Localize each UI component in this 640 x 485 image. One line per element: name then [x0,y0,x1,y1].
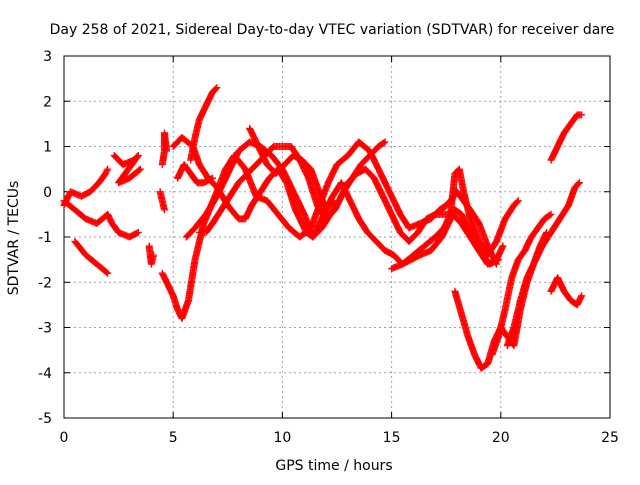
data-point [578,292,586,300]
data-point [213,84,221,92]
series-sat-k [182,138,507,268]
data-point [102,168,110,176]
data-point [514,197,522,205]
data-point [329,197,337,205]
y-tick-label: -1 [38,230,52,246]
data-point [492,260,500,268]
series-sat-l [187,84,221,164]
data-point [103,268,111,276]
data-point [101,170,109,178]
y-tick-label: 2 [43,94,52,110]
data-point [136,165,144,173]
series-sat-t [547,274,586,309]
x-tick-label: 5 [169,430,178,446]
data-point [547,210,555,218]
data-point [104,269,112,277]
series-sat-s [503,228,551,350]
series-sat-p [438,188,500,268]
points-layer [60,84,586,372]
data-point [209,174,217,182]
ticks-layer: 0 5 10 15 20 25 -5 -4 -3 -2 -1 0 1 2 3 [38,49,619,446]
data-point [134,228,142,236]
data-point [150,251,158,259]
series-sat-b [60,165,112,209]
y-tick-label: -2 [38,275,52,291]
data-point [499,242,507,250]
x-axis-label: GPS time / hours [275,458,392,474]
grid-layer [64,56,610,418]
y-tick-label: -4 [38,366,52,382]
data-point [574,180,582,188]
series-sat-d [110,152,144,187]
series-sat-n [246,124,337,214]
data-point [578,111,586,119]
y-tick-label: 3 [43,49,52,65]
series-sat-r [488,210,555,359]
data-point [543,228,551,236]
y-axis-label: SDTVAR / TECUs [6,181,22,296]
x-tick-label: 15 [383,430,401,446]
series-sat-f [158,129,171,169]
series-sat-a [60,197,142,241]
data-point [135,166,143,174]
data-point [160,206,168,214]
series-sat-j [174,161,217,187]
y-tick-label: 1 [43,140,52,156]
x-tick-label: 10 [273,430,291,446]
x-tick-label: 20 [492,430,510,446]
data-point [380,139,388,147]
data-point [575,179,583,187]
data-point [328,198,336,206]
data-point [381,138,389,146]
data-point [163,147,171,155]
data-point [104,165,112,173]
data-point [546,211,554,219]
data-point [212,85,220,93]
series-sat-o [388,165,522,273]
series-sat-c [71,238,112,277]
data-point [513,198,521,206]
series-sat-u [547,111,586,164]
y-tick-label: -3 [38,321,52,337]
chart-title: Day 258 of 2021, Sidereal Day-to-day VTE… [50,22,615,38]
series-sat-e [145,242,158,268]
x-tick-label: 25 [601,430,619,446]
y-tick-label: 0 [43,185,52,201]
data-point [103,167,111,175]
y-tick-label: -5 [38,411,52,427]
x-tick-label: 0 [60,430,69,446]
series-sat-g [156,188,168,214]
